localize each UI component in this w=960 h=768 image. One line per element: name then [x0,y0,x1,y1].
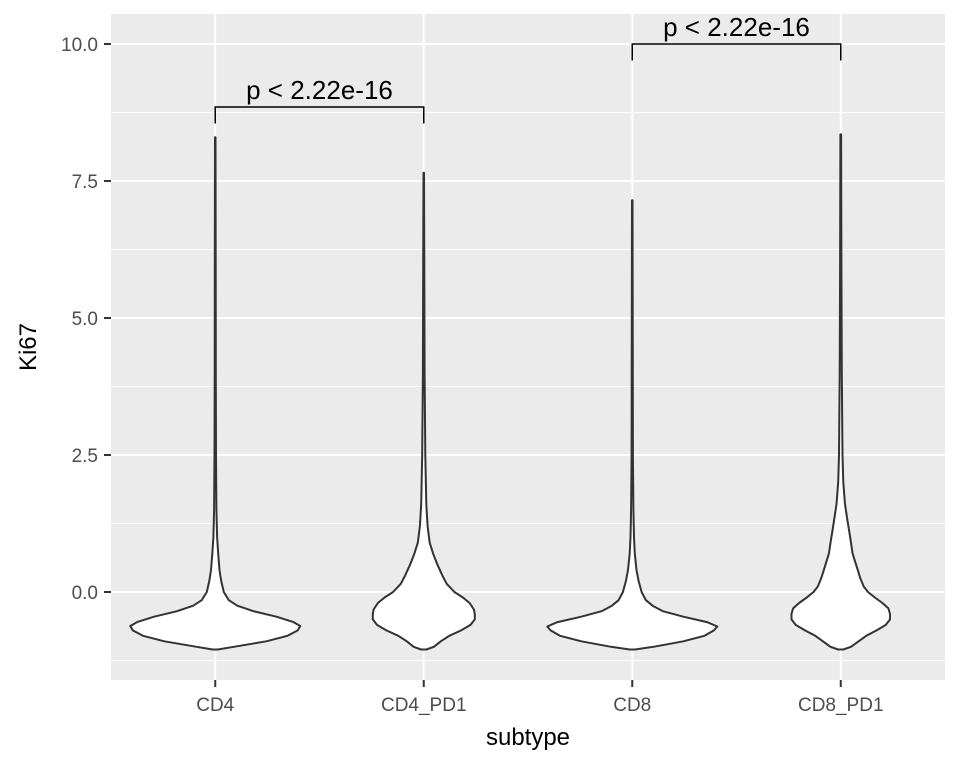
p-value-label: p < 2.22e-16 [246,75,393,105]
x-tick-label: CD8 [613,695,651,716]
violins [129,133,891,651]
minor-gridlines [111,112,945,661]
p-value-label: p < 2.22e-16 [663,12,810,42]
y-tick-label: 0.0 [72,583,98,604]
significance-bracket [631,43,842,61]
violin-CD8_PD1 [790,133,891,651]
violin-CD4_PD1 [371,171,476,651]
violin-CD8 [546,199,719,651]
y-tick-label: 5.0 [72,309,98,330]
y-axis: 0.0 2.5 5.0 7.5 10.0 [61,35,111,604]
x-axis-title: subtype [486,724,570,751]
x-tick-label: CD4_PD1 [381,695,467,716]
y-tick-label: 7.5 [72,172,98,193]
x-axis: CD4 CD4_PD1 CD8 CD8_PD1 [196,680,884,716]
violin-CD4 [129,136,302,651]
y-axis-title: Ki67 [15,323,42,371]
x-tick-label: CD8_PD1 [798,695,884,716]
plot-panel [111,14,945,680]
significance-brackets: p < 2.22e-16 p < 2.22e-16 [214,12,842,124]
y-tick-label: 10.0 [61,35,98,56]
x-tick-label: CD4 [196,695,234,716]
y-tick-label: 2.5 [72,446,98,467]
significance-bracket [214,106,425,124]
